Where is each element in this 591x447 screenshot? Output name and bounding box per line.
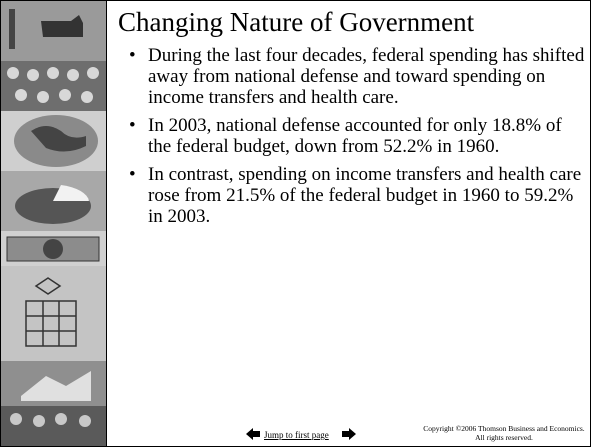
jump-link[interactable]: Jump to first page: [264, 430, 329, 440]
prev-arrow[interactable]: [246, 428, 260, 440]
bullet: In contrast, spending on income transfer…: [129, 164, 585, 227]
slide-title: Changing Nature of Government: [118, 7, 474, 38]
decorative-strip: [1, 1, 107, 446]
slide: Changing Nature of Government During the…: [0, 0, 591, 447]
page: {"slide": { "title": "Changing Nature of…: [0, 0, 591, 447]
bullet: During the last four decades, federal sp…: [129, 45, 585, 108]
bullet: In 2003, national defense accounted for …: [129, 115, 585, 157]
bullet-list: During the last four decades, federal sp…: [129, 45, 585, 234]
copyright: Copyright ©2006 Thomson Business and Eco…: [419, 424, 589, 442]
next-arrow[interactable]: [342, 428, 356, 440]
